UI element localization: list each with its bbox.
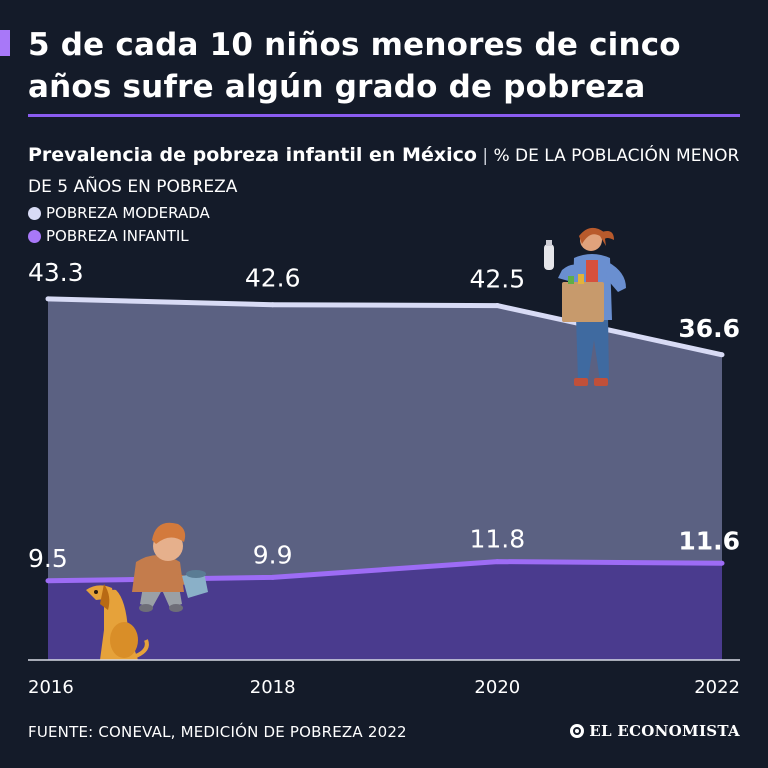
chart-unit: % DE LA POBLACIÓN MENOR DE 5 AÑOS EN POB… bbox=[28, 146, 740, 197]
title-divider bbox=[28, 114, 740, 117]
legend-item-moderada: POBREZA MODERADA bbox=[28, 202, 210, 225]
dog-illustration-icon bbox=[86, 584, 149, 660]
legend-item-infantil: POBREZA INFANTIL bbox=[28, 225, 210, 248]
accent-bar bbox=[0, 30, 10, 56]
legend-label: POBREZA INFANTIL bbox=[46, 227, 189, 245]
data-point-moderada bbox=[45, 296, 51, 302]
data-label-moderada: 42.6 bbox=[245, 264, 301, 293]
data-point-moderada bbox=[494, 303, 500, 309]
subtitle-separator: | bbox=[482, 146, 489, 166]
data-label-infantil: 9.9 bbox=[253, 540, 293, 569]
data-label-moderada: 36.6 bbox=[678, 314, 740, 343]
legend-dot-icon bbox=[28, 207, 41, 220]
headline: 5 de cada 10 niños menores de cinco años… bbox=[28, 27, 681, 105]
woman-illustration-icon bbox=[544, 227, 626, 386]
legend-label: POBREZA MODERADA bbox=[46, 204, 210, 222]
area-infantil bbox=[48, 561, 722, 660]
data-point-infantil bbox=[45, 578, 51, 584]
x-tick-label: 2020 bbox=[474, 677, 520, 698]
x-tick-label: 2016 bbox=[28, 677, 74, 698]
data-label-moderada: 43.3 bbox=[28, 258, 84, 287]
brand-name: EL ECONOMISTA bbox=[589, 722, 740, 740]
brand-logo: EL ECONOMISTA bbox=[570, 722, 740, 740]
data-point-moderada bbox=[270, 302, 276, 308]
data-label-infantil: 9.5 bbox=[28, 544, 68, 573]
chart-title: Prevalencia de pobreza infantil en Méxic… bbox=[28, 144, 477, 166]
data-point-infantil bbox=[719, 560, 725, 566]
data-point-infantil bbox=[494, 559, 500, 565]
source-note: FUENTE: CONEVAL, MEDICIÓN DE POBREZA 202… bbox=[28, 723, 407, 741]
data-label-infantil: 11.8 bbox=[469, 525, 525, 554]
data-point-infantil bbox=[270, 574, 276, 580]
legend-dot-icon bbox=[28, 230, 41, 243]
data-label-infantil: 11.6 bbox=[678, 526, 740, 555]
child-illustration-icon bbox=[132, 522, 208, 612]
brand-logo-icon bbox=[570, 724, 585, 738]
series-line-moderada bbox=[47, 296, 723, 358]
x-tick-label: 2022 bbox=[694, 677, 740, 698]
x-tick-label: 2018 bbox=[250, 677, 296, 698]
chart-subtitle: Prevalencia de pobreza infantil en Méxic… bbox=[28, 140, 748, 203]
legend: POBREZA MODERADA POBREZA INFANTIL bbox=[28, 202, 210, 248]
data-point-moderada bbox=[719, 352, 725, 358]
data-label-moderada: 42.5 bbox=[469, 265, 525, 294]
